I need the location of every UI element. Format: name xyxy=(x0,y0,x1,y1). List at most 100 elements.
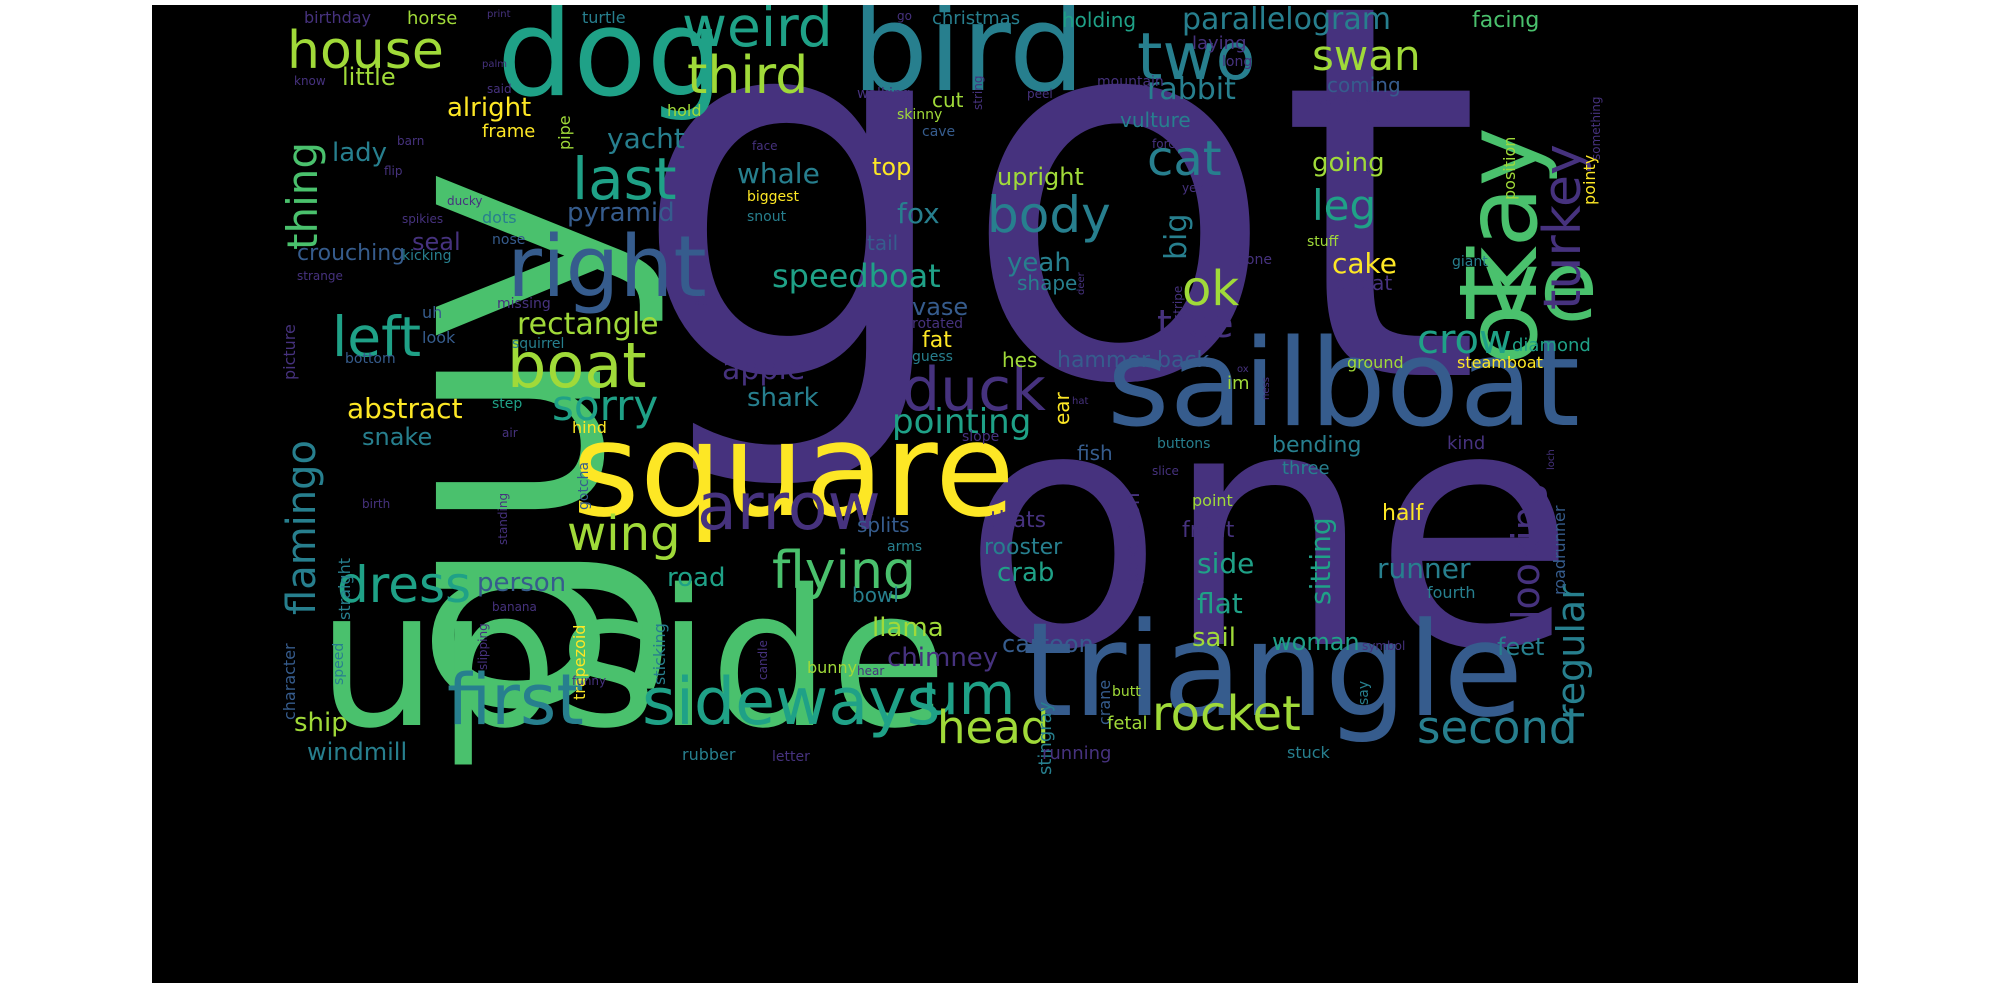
word-position: position xyxy=(1500,136,1519,200)
word-gotcha: gotcha xyxy=(576,461,592,510)
word-back: back xyxy=(1157,348,1210,373)
word-steamboat: steamboat xyxy=(1457,353,1543,372)
word-rectangle: rectangle xyxy=(517,307,659,342)
word-fat: fat xyxy=(922,328,952,353)
word-pointing: pointing xyxy=(892,402,1032,442)
word-feet: feet xyxy=(1497,633,1545,661)
word-vulture: vulture xyxy=(1120,108,1191,132)
word-tail: tail xyxy=(867,231,899,255)
word-deer: deer xyxy=(1076,272,1087,295)
word-standing: standing xyxy=(496,492,510,545)
word-cloud: got one guy upside triangle sailboat square bir… xyxy=(152,5,1858,983)
word-im: im xyxy=(1227,373,1250,394)
word-chimney: chimney xyxy=(887,643,999,673)
word-something: something xyxy=(1589,96,1603,160)
word-flip: flip xyxy=(384,164,403,178)
word-um: um xyxy=(922,660,1016,728)
word-buttons: buttons xyxy=(1157,436,1211,452)
word-runner: runner xyxy=(1377,552,1471,585)
word-ive: ive xyxy=(1457,232,1599,342)
word-stripe: stripe xyxy=(1171,285,1185,320)
word-ok: ok xyxy=(1182,261,1240,317)
word-road: road xyxy=(667,563,726,593)
word-crouching: crouching xyxy=(297,241,406,266)
word-giant: giant xyxy=(1452,254,1488,270)
word-stuff: stuff xyxy=(1307,234,1339,250)
word-crab: crab xyxy=(997,558,1055,588)
word-step: step xyxy=(492,396,523,412)
word-abstract: abstract xyxy=(347,392,463,425)
word-ship: ship xyxy=(294,708,348,738)
word-palm: palm xyxy=(482,59,507,70)
word-sideways: sideways xyxy=(642,665,941,740)
word-yep: yep xyxy=(1182,181,1205,195)
word-biggest: biggest xyxy=(747,189,799,205)
word-facing: facing xyxy=(1472,8,1540,33)
word-parallelogram: parallelogram xyxy=(1182,5,1391,37)
word-woman: woman xyxy=(1272,628,1360,656)
word-crow: crow xyxy=(1417,317,1512,363)
word-go: go xyxy=(897,9,912,23)
word-speed: speed xyxy=(331,642,347,685)
word-skinny: skinny xyxy=(897,107,943,123)
word-yacht: yacht xyxy=(607,122,685,155)
word-face: face xyxy=(752,139,778,153)
word-three: three xyxy=(1282,458,1330,479)
word-llama: llama xyxy=(872,613,944,643)
word-wing: wing xyxy=(567,506,681,562)
word-hes: hes xyxy=(1002,348,1038,372)
word-loch: loch xyxy=(1546,449,1557,470)
word-hear: hear xyxy=(857,664,885,678)
word-air: air xyxy=(502,426,518,440)
word-first: first xyxy=(447,659,584,741)
word-fish: fish xyxy=(1077,441,1113,465)
word-tree: tree xyxy=(1157,302,1234,346)
word-right: right xyxy=(507,218,707,317)
word-say: say xyxy=(1356,680,1372,705)
word-missing: missing xyxy=(497,296,551,312)
word-pyramid: pyramid xyxy=(567,198,675,228)
word-roadrunner: roadrunner xyxy=(1550,505,1569,595)
word-squirrel: squirrel xyxy=(512,336,565,352)
word-side: side xyxy=(1197,547,1255,580)
word-flamingo: flamingo xyxy=(279,440,325,615)
word-speedboat: speedboat xyxy=(772,257,941,295)
word-running: running xyxy=(1042,743,1112,764)
word-thing: thing xyxy=(278,141,327,250)
word-cabin: cabin xyxy=(687,294,720,308)
word-sitting: sitting xyxy=(1304,517,1337,605)
word-bending: bending xyxy=(1272,433,1362,458)
word-got: got xyxy=(630,5,1483,498)
word-picture: picture xyxy=(280,324,299,380)
word-seal: seal xyxy=(412,228,461,256)
word-ducky: ducky xyxy=(447,194,483,208)
word-diamond: diamond xyxy=(1512,335,1591,356)
word-cave: cave xyxy=(922,124,956,140)
word-repeat: repeat xyxy=(1327,271,1393,295)
word-cartoon: cartoon xyxy=(1002,630,1094,658)
word-nose: nose xyxy=(492,232,526,248)
word-christmas: christmas xyxy=(932,8,1021,29)
word-cut: cut xyxy=(932,88,964,112)
word-straight: straight xyxy=(335,557,354,620)
word-print: print xyxy=(487,9,511,20)
word-big: big xyxy=(1159,213,1194,260)
word-vertically: vertically xyxy=(1317,94,1373,108)
word-third: third xyxy=(687,46,809,106)
word-coming: coming xyxy=(1327,73,1401,97)
word-hat: hat xyxy=(1072,396,1089,407)
word-yeah: yeah xyxy=(1007,248,1071,278)
word-ear: ear xyxy=(1050,392,1074,425)
word-ground: ground xyxy=(1347,353,1404,372)
word-arrow: arrow xyxy=(697,470,881,545)
word-rubber: rubber xyxy=(682,745,736,764)
word-leg: leg xyxy=(1312,181,1377,230)
word-bunny: bunny xyxy=(807,658,858,677)
word-top: top xyxy=(872,153,912,181)
word-rooster: rooster xyxy=(984,535,1063,560)
word-little: little xyxy=(342,63,396,91)
word-walking: walking xyxy=(857,86,911,102)
word-alright: alright xyxy=(447,93,532,123)
word-vase: vase xyxy=(912,293,969,321)
word-barn: barn xyxy=(397,134,425,148)
